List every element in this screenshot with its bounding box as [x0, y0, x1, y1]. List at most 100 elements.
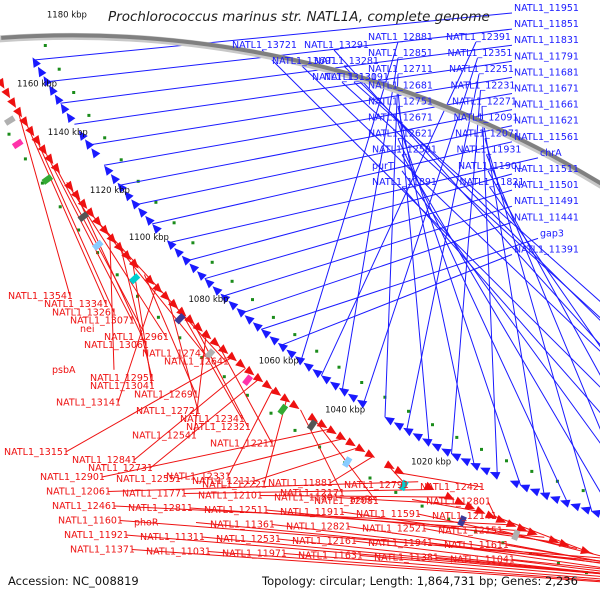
reverse-gene-label: NATL1_12101: [198, 491, 263, 502]
tick-dot: [294, 429, 297, 432]
forward-gene-label: NATL1_11621: [514, 116, 579, 127]
tick-dot: [407, 410, 410, 413]
forward-gene-arrow: [85, 139, 94, 149]
forward-gene-arrow: [520, 485, 531, 493]
reverse-gene-label: NATL1_12061: [46, 487, 111, 498]
forward-gene-arrow: [581, 507, 592, 515]
forward-gene-label: NATL1_12271: [452, 96, 517, 107]
tick-dot: [231, 280, 234, 283]
accession-label: Accession:: [8, 574, 69, 588]
reverse-gene-label: NATL1_12461: [52, 501, 117, 512]
reverse-gene-label: NATL1_11971: [222, 549, 287, 560]
tick-dot: [116, 273, 119, 276]
forward-gene-label: NATL1_13721: [232, 40, 297, 51]
forward-gene-arrow: [304, 363, 314, 372]
forward-gene-label: NATL1_11491: [514, 196, 579, 207]
forward-gene-label: NATL1_12251: [449, 64, 514, 75]
forward-gene-arrow: [451, 453, 462, 461]
forward-gene-label: NATL1_11901: [458, 161, 523, 172]
forward-connector-line: [242, 222, 512, 313]
tick-dot: [173, 221, 176, 224]
forward-gene-arrow: [540, 492, 551, 500]
forward-gene-arrow: [560, 500, 570, 508]
tick-dot: [272, 316, 275, 319]
forward-gene-arrow: [530, 489, 540, 497]
reverse-gene-arrow: [580, 546, 591, 554]
reverse-gene-label: NATL1_11371: [70, 545, 135, 556]
tick-dot: [505, 459, 508, 462]
forward-gene-arrow: [278, 343, 288, 352]
scale-label: 1180 kbp: [47, 10, 87, 20]
reverse-gene-label: NATL1_12541: [132, 430, 197, 441]
forward-gene-arrow: [470, 463, 480, 471]
reverse-gene-arrow: [1, 88, 10, 99]
reverse-gene-arrow: [121, 250, 131, 260]
forward-gene-arrow: [111, 174, 120, 184]
forward-connector-line: [223, 206, 512, 296]
forward-gene-label: NATL1_12071: [455, 129, 520, 140]
tick-dot: [293, 333, 296, 336]
forward-gene-arrow: [591, 510, 600, 518]
reverse-gene-label: NATL1_11361: [210, 520, 275, 531]
scale-label: 1020 kbp: [411, 457, 451, 467]
forward-gene-arrow: [237, 308, 247, 318]
reverse-gene-label: NATL1_11631: [298, 551, 363, 562]
scale-label: 1120 kbp: [90, 186, 130, 196]
forward-gene-arrow: [38, 67, 47, 77]
reverse-gene-arrow: [19, 116, 28, 127]
reverse-gene-label: NATL1_12791: [344, 480, 409, 491]
reverse-gene-arrow: [364, 449, 375, 458]
reverse-gene-arrow: [506, 519, 517, 527]
forward-gene-arrow: [330, 382, 340, 391]
reverse-gene-arrow: [527, 527, 538, 535]
forward-gene-arrow: [104, 166, 113, 176]
forward-gene-label: NATL1_11511: [514, 164, 579, 175]
reverse-gene-label: NATL1_12531: [216, 534, 281, 545]
topology-value: circular: [319, 574, 362, 588]
reverse-gene-label: NATL1_12901: [40, 472, 105, 483]
reverse-gene-label: NATL1_12161: [292, 536, 357, 547]
forward-connector-line: [398, 90, 429, 442]
scale-label: 1060 kbp: [259, 356, 299, 366]
forward-gene-label: NATL1_13091: [324, 72, 389, 83]
reverse-gene-label: NATL1_11881: [268, 478, 333, 489]
reverse-gene-label: NATL1_12641: [164, 357, 229, 368]
tick-dot: [59, 205, 62, 208]
reverse-gene-label: NATL1_11941: [368, 538, 433, 549]
forward-connector-line: [205, 190, 512, 279]
scale-label: 1040 kbp: [325, 405, 365, 415]
scale-label: 1100 kbp: [129, 233, 169, 243]
map-title: Prochlorococcus marinus str. NATL1A, com…: [108, 9, 528, 25]
forward-gene-arrow: [270, 336, 280, 345]
tick-dot: [103, 136, 106, 139]
reverse-gene-arrow: [336, 431, 347, 440]
tick-dot: [58, 68, 61, 71]
tick-dot: [455, 436, 458, 439]
reverse-gene-label: NATL1_11591: [356, 509, 421, 520]
forward-gene-label: NATL1_12501: [372, 145, 437, 156]
forward-gene-arrow: [461, 458, 472, 466]
reverse-gene-label: NATL1_11381: [374, 553, 439, 564]
feature-block: [242, 374, 253, 386]
tick-dot: [270, 412, 273, 415]
forward-gene-arrow: [67, 113, 76, 123]
reverse-gene-arrow: [244, 366, 254, 376]
reverse-gene-arrow: [559, 539, 570, 547]
reverse-gene-label: NATL1_12141: [432, 511, 497, 522]
tick-dot: [431, 423, 434, 426]
reverse-gene-arrow: [548, 535, 559, 543]
scale-label: 1140 kbp: [48, 128, 88, 138]
forward-gene-label: NATL1_11441: [514, 212, 579, 223]
forward-gene-arrow: [245, 315, 255, 324]
reverse-gene-label: nei: [80, 324, 95, 335]
tick-dot: [360, 381, 363, 384]
forward-gene-label: NATL1_12351: [448, 48, 513, 59]
tick-dot: [582, 489, 585, 492]
reverse-gene-arrow: [32, 135, 41, 146]
reverse-gene-arrow: [13, 107, 22, 118]
reverse-gene-label: NATL1_12421: [420, 482, 485, 493]
forward-gene-arrow: [348, 394, 358, 403]
tick-dot: [421, 505, 424, 508]
reverse-gene-arrow: [394, 466, 405, 475]
reverse-gene-arrow: [345, 437, 356, 446]
